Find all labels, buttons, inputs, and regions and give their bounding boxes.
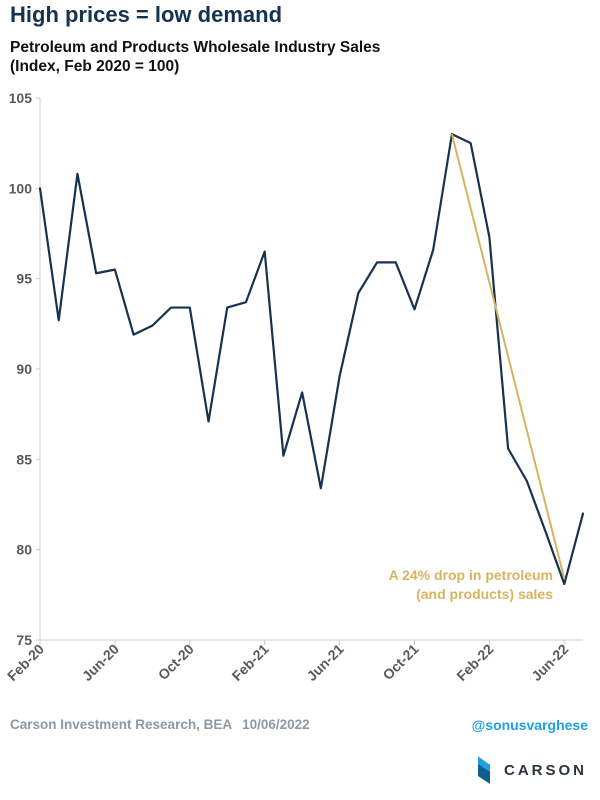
y-tick-label: 85	[16, 451, 32, 467]
x-tick-label: Oct-20	[155, 641, 197, 683]
annotation-layer: A 24% drop in petroleum (and products) sa…	[389, 133, 566, 602]
y-tick-label: 75	[16, 632, 32, 648]
chart-subtitle: Petroleum and Products Wholesale Industr…	[10, 38, 380, 76]
annotation-text-line-1: A 24% drop in petroleum	[389, 567, 553, 583]
source-date: 10/06/2022	[242, 717, 310, 732]
sales-index-line	[38, 133, 585, 586]
x-tick-label: Jun-22	[528, 641, 571, 684]
series-layer	[38, 133, 585, 586]
twitter-handle[interactable]: @sonusvarghese	[471, 717, 588, 733]
footer-source: Carson Investment Research, BEA 10/06/202…	[10, 717, 310, 732]
y-tick-label: 80	[16, 542, 32, 558]
x-tick-label: Feb-22	[453, 641, 496, 684]
y-tick-label: 95	[16, 271, 32, 287]
y-tick-label: 90	[16, 361, 32, 377]
x-tick-label: Jun-21	[303, 641, 346, 684]
annotation-drop-line	[450, 133, 566, 579]
y-tick-label: 105	[9, 90, 33, 106]
x-tick-label: Jun-20	[79, 641, 122, 684]
carson-logo-icon	[478, 756, 490, 784]
subtitle-line-2: (Index, Feb 2020 = 100)	[10, 58, 180, 75]
carson-logo: CARSON	[476, 754, 588, 788]
source-text: Carson Investment Research, BEA	[10, 717, 233, 732]
subtitle-line-1: Petroleum and Products Wholesale Industr…	[10, 39, 381, 56]
x-tick-label: Oct-21	[379, 641, 421, 683]
annotation-text-line-2: (and products) sales	[416, 586, 553, 602]
logo-text: CARSON	[504, 762, 588, 779]
x-axis: Feb-20 Jun-20 Oct-20 Feb-21 Jun-21 Oct-21 Feb-…	[4, 639, 583, 684]
y-tick-label: 100	[9, 180, 33, 196]
x-tick-label: Feb-21	[229, 641, 272, 684]
chart-title: High prices = low demand	[10, 2, 283, 27]
y-axis: 75 80 85 90 95 100 105	[9, 90, 41, 648]
